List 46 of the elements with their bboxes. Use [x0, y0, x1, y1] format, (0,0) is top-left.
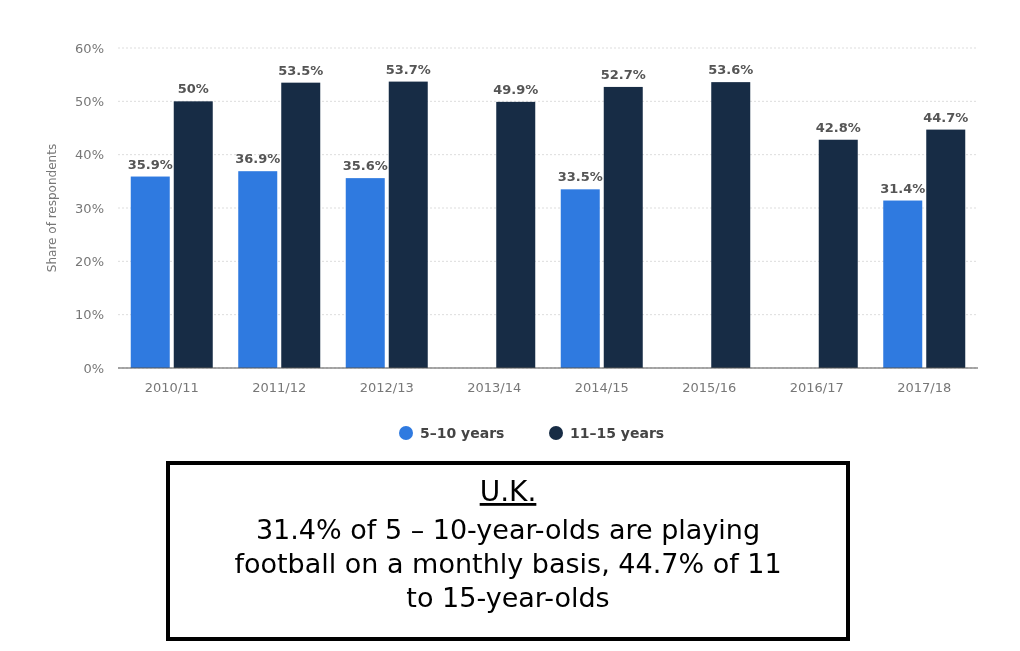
- bar: [281, 82, 321, 368]
- data-label: 35.9%: [127, 156, 173, 172]
- bar: [560, 189, 600, 368]
- data-label: 49.9%: [493, 81, 539, 97]
- bar: [173, 101, 213, 368]
- bar: [345, 178, 385, 368]
- text: 31.4% of 5 – 10-year-olds are playing football on a monthly basis, 44.7% of 11 to 15-year-olds: [234, 514, 782, 613]
- bar: [130, 176, 170, 368]
- y-tick-label: 50%: [75, 93, 104, 109]
- data-label: 53.6%: [708, 62, 754, 78]
- data-label: 50%: [177, 81, 209, 97]
- bar: [926, 129, 966, 368]
- data-label: 31.4%: [880, 180, 926, 196]
- data-label: 35.6%: [342, 158, 388, 174]
- data-label: 36.9%: [235, 151, 281, 167]
- data-label: 52.7%: [600, 66, 646, 82]
- y-tick-label: 40%: [75, 147, 104, 163]
- legend-label: 11–15 years: [570, 424, 665, 441]
- bar: [238, 171, 278, 368]
- y-tick-label: 30%: [75, 200, 104, 216]
- x-tick-label: 2015/16: [682, 380, 737, 395]
- x-tick-label: 2013/14: [467, 380, 522, 395]
- text: U.K.: [479, 475, 537, 508]
- x-tick-label: 2017/18: [897, 380, 952, 395]
- bar: [711, 82, 751, 368]
- legend-label: 5–10 years: [420, 424, 505, 441]
- data-label: 53.7%: [385, 61, 431, 77]
- x-tick-label: 2014/15: [574, 380, 629, 395]
- bar: [603, 86, 643, 368]
- y-tick-label: 20%: [75, 253, 104, 269]
- y-tick-label: 60%: [75, 40, 104, 56]
- x-tick-label: 2010/11: [144, 380, 199, 395]
- x-tick-label: 2011/12: [252, 380, 307, 395]
- bar: [496, 101, 536, 368]
- bar: [818, 139, 858, 368]
- data-label: 33.5%: [557, 169, 603, 185]
- data-label: 44.7%: [923, 109, 969, 125]
- data-label: 42.8%: [815, 119, 861, 135]
- x-tick-label: 2012/13: [359, 380, 414, 395]
- data-label: 53.5%: [278, 62, 324, 78]
- y-tick-label: 10%: [75, 307, 104, 323]
- x-tick-label: 2016/17: [789, 380, 844, 395]
- y-axis-title: Share of respondents: [45, 143, 59, 273]
- y-tick-label: 0%: [83, 360, 104, 376]
- bar: [883, 200, 923, 368]
- bar: [388, 81, 428, 368]
